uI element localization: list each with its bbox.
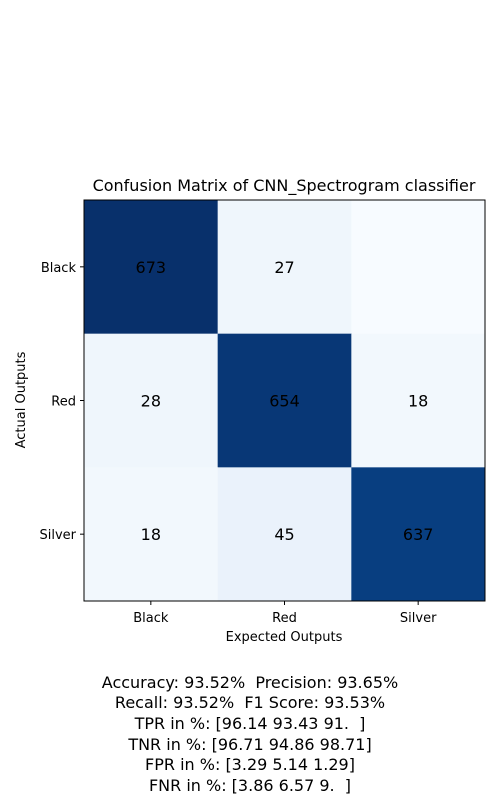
confusion-matrix-chart: Confusion Matrix of CNN_Spectrogram clas… xyxy=(14,176,486,645)
x-tick-label-2: Silver xyxy=(400,611,437,626)
heatmap-cell-r2-c0 xyxy=(84,467,219,602)
y-tick-label-2: Silver xyxy=(39,528,76,543)
heatmap-cell-r2-c2 xyxy=(351,467,486,602)
metric-tnr: TNR in %: [96.71 94.86 98.71] xyxy=(128,735,372,754)
cell-value-r0-c1: 27 xyxy=(274,258,294,277)
x-tick-label-0: Black xyxy=(133,611,169,626)
y-tick-label-1: Red xyxy=(51,395,76,410)
cell-value-r1-c2: 18 xyxy=(408,392,428,411)
heatmap-cell-r2-c1 xyxy=(217,467,352,602)
heatmap-cell-r1-c0 xyxy=(84,333,219,468)
heatmap-cell-r1-c1 xyxy=(217,333,352,468)
cell-value-r2-c2: 637 xyxy=(403,525,434,544)
metric-fnr: FNR in %: [3.86 6.57 9. ] xyxy=(148,776,352,795)
metric-accuracy-precision: Accuracy: 93.52% Precision: 93.65% xyxy=(101,673,399,692)
heatmap-cell-r1-c2 xyxy=(351,333,486,468)
y-tick-label-0: Black xyxy=(41,261,77,276)
x-axis-label: Expected Outputs xyxy=(226,630,343,645)
cell-value-r2-c0: 18 xyxy=(141,525,161,544)
metric-fpr: FPR in %: [3.29 5.14 1.29] xyxy=(145,755,355,774)
chart-title: Confusion Matrix of CNN_Spectrogram clas… xyxy=(93,176,476,196)
heatmap-cells: 673 27 28 654 18 18 45 637 xyxy=(84,200,486,602)
y-axis-label: Actual Outputs xyxy=(14,351,29,448)
x-axis-ticks: Black Red Silver xyxy=(133,601,437,626)
heatmap-cell-r0-c1 xyxy=(217,200,352,335)
metric-tpr: TPR in %: [96.14 93.43 91. ] xyxy=(134,714,366,733)
cell-value-r0-c0: 673 xyxy=(136,258,167,277)
x-tick-label-1: Red xyxy=(272,611,297,626)
cell-value-r1-c0: 28 xyxy=(141,392,161,411)
heatmap-cell-r0-c0 xyxy=(84,200,219,335)
y-axis-ticks: Black Red Silver xyxy=(39,261,84,543)
heatmap-cell-r0-c2 xyxy=(351,200,486,335)
cell-value-r2-c1: 45 xyxy=(274,525,294,544)
cell-value-r1-c1: 654 xyxy=(269,392,300,411)
metric-recall-f1: Recall: 93.52% F1 Score: 93.53% xyxy=(114,693,386,712)
